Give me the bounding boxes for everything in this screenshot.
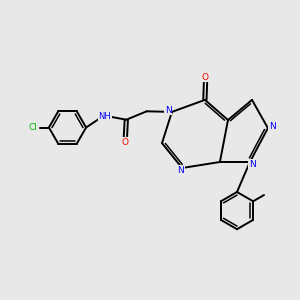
Text: N: N bbox=[249, 160, 256, 169]
Text: Cl: Cl bbox=[29, 123, 38, 132]
Text: O: O bbox=[122, 138, 129, 147]
Text: N: N bbox=[177, 166, 184, 175]
Text: N: N bbox=[269, 122, 275, 131]
Text: N: N bbox=[165, 106, 172, 115]
Text: O: O bbox=[202, 73, 209, 82]
Text: NH: NH bbox=[98, 112, 111, 121]
